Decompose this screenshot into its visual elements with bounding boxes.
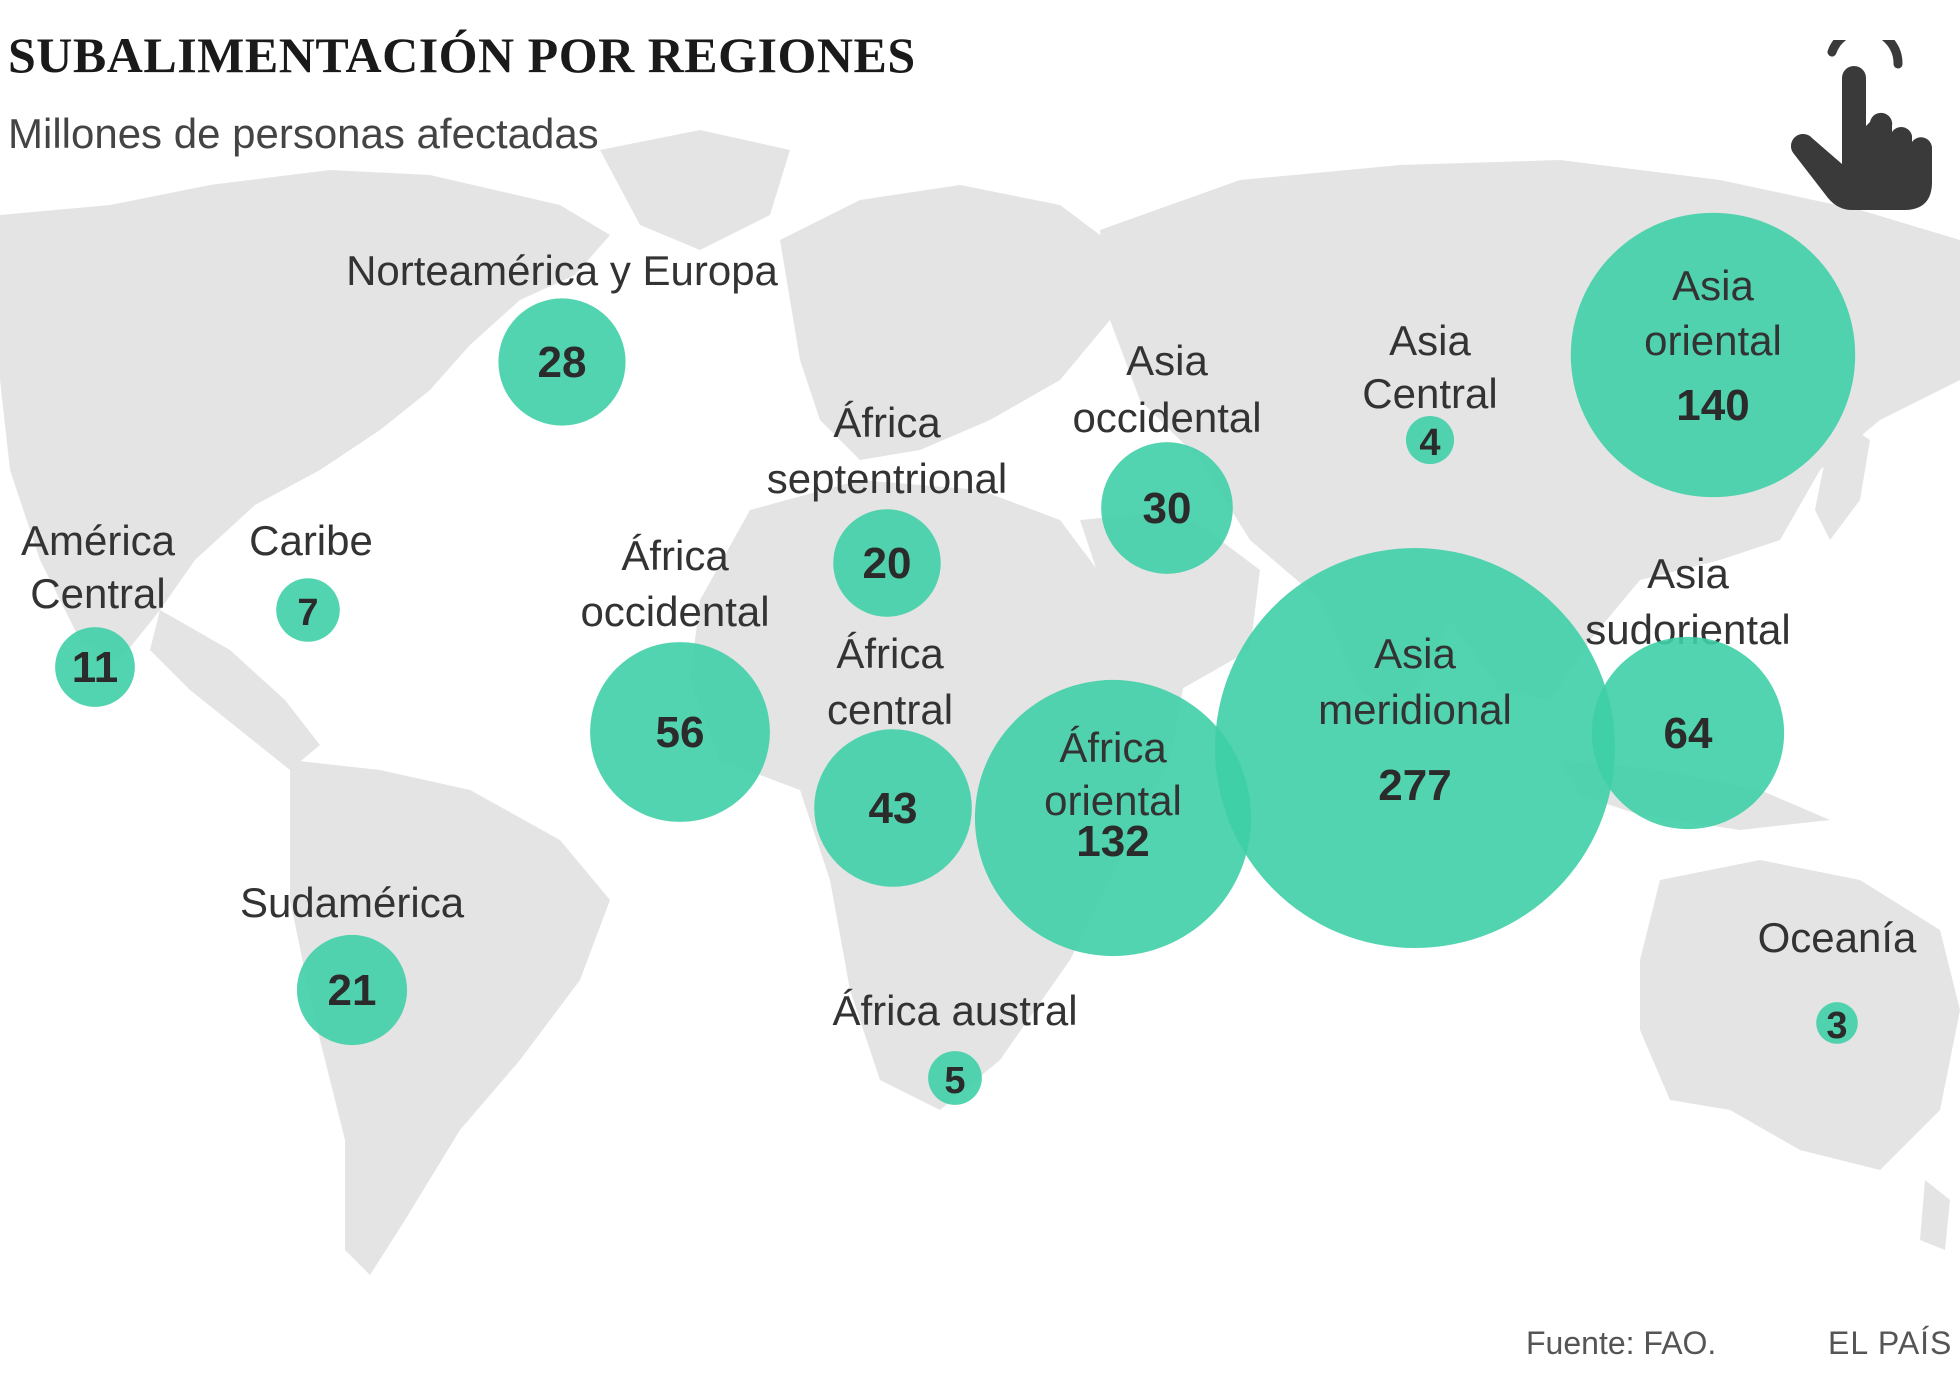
region-label-africa-central: África	[836, 630, 944, 677]
bubble-africa-septentrional[interactable]	[833, 509, 941, 617]
value-label-asia-occidental: 30	[1143, 484, 1192, 533]
region-labels: Norteamérica y Europa América Central Carib…	[21, 247, 1917, 1034]
bubble-asia-meridional[interactable]	[1215, 548, 1615, 948]
region-label-america-central: Central	[30, 570, 165, 617]
land-shape	[1815, 420, 1870, 540]
region-label-asia-oriental: oriental	[1644, 317, 1782, 364]
region-label-africa-occidental: África	[621, 532, 729, 579]
value-label-africa-septentrional: 20	[863, 539, 912, 588]
value-label-america-central: 11	[72, 643, 119, 692]
value-label-asia-central: 4	[1419, 422, 1440, 464]
bubble-africa-oriental[interactable]	[974, 679, 1252, 957]
page-subtitle: Millones de personas afectadas	[8, 110, 599, 157]
bubble-asia-oriental[interactable]	[1570, 212, 1856, 498]
region-label-caribe: Caribe	[249, 517, 373, 564]
region-label-norteamerica-europa: Norteamérica y Europa	[346, 247, 778, 294]
region-label-asia-occidental: occidental	[1072, 394, 1261, 441]
touch-hand-icon[interactable]	[1770, 40, 1940, 220]
bubble-africa-central[interactable]	[814, 729, 972, 887]
region-bubbles: 27714013264564330282120117543Áfricaorien…	[55, 212, 1858, 1105]
region-label-africa-oriental: oriental	[1044, 777, 1182, 824]
region-label-asia-occidental: Asia	[1126, 337, 1208, 384]
bubble-africa-austral[interactable]	[928, 1051, 982, 1105]
region-label-africa-oriental: África	[1059, 724, 1167, 771]
value-label-asia-oriental: 140	[1676, 381, 1749, 430]
bubble-norteamerica-europa[interactable]	[498, 298, 626, 426]
region-label-africa-austral: África austral	[832, 987, 1077, 1034]
region-label-asia-meridional: Asia	[1374, 630, 1456, 677]
value-label-africa-occidental: 56	[656, 708, 705, 757]
region-label-asia-central: Central	[1362, 370, 1497, 417]
region-label-asia-central: Asia	[1389, 317, 1471, 364]
bubble-america-central[interactable]	[55, 627, 135, 707]
value-label-asia-meridional: 277	[1378, 761, 1451, 810]
publisher-brand: EL PAÍS	[1828, 1325, 1953, 1361]
region-label-asia-oriental: Asia	[1672, 262, 1754, 309]
bubble-sudamerica[interactable]	[296, 934, 408, 1046]
land-shape	[1920, 1180, 1950, 1250]
land-shape	[150, 610, 320, 770]
bubble-asia-sudoriental[interactable]	[1591, 636, 1785, 830]
region-label-africa-occidental: occidental	[580, 588, 769, 635]
bubble-oceania[interactable]	[1816, 1002, 1858, 1044]
land-shape	[290, 760, 610, 1275]
land-shape	[0, 170, 610, 660]
value-label-norteamerica-europa: 28	[538, 338, 587, 387]
value-label-africa-austral: 5	[944, 1060, 965, 1102]
region-label-asia-sudoriental: Asia	[1647, 550, 1729, 597]
land-shape	[600, 130, 790, 250]
value-label-africa-central: 43	[869, 784, 918, 833]
region-label-africa-septentrional: septentrional	[767, 455, 1008, 502]
bubble-asia-occidental[interactable]	[1101, 442, 1233, 574]
region-label-asia-meridional: meridional	[1318, 686, 1512, 733]
region-label-oceania: Oceanía	[1758, 914, 1917, 961]
region-label-africa-central: central	[827, 686, 953, 733]
bubble-africa-occidental[interactable]	[590, 642, 770, 822]
value-label-asia-sudoriental: 64	[1664, 709, 1713, 758]
bubble-caribe[interactable]	[276, 578, 340, 642]
land-shape	[1640, 860, 1960, 1170]
page-title: SUBALIMENTACIÓN POR REGIONES	[8, 27, 916, 83]
region-label-america-central: América	[21, 517, 176, 564]
value-label-sudamerica: 21	[328, 966, 377, 1015]
value-label-africa-oriental: 132	[1076, 817, 1149, 866]
region-label-sudamerica: Sudamérica	[240, 879, 465, 926]
value-label-caribe: 7	[297, 592, 318, 634]
bubble-asia-central[interactable]	[1405, 415, 1455, 465]
source-note: Fuente: FAO.	[1526, 1325, 1717, 1361]
region-label-africa-septentrional: África	[833, 399, 941, 446]
land-shape	[780, 185, 1120, 460]
value-label-oceania: 3	[1826, 1005, 1847, 1047]
